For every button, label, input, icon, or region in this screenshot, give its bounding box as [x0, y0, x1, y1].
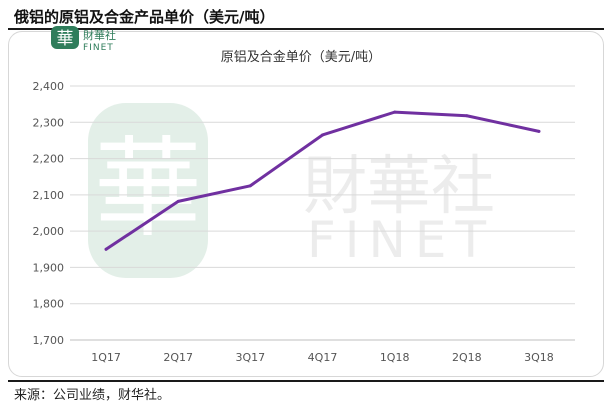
y-tick-label: 2,400 — [33, 80, 65, 93]
x-tick-label: 3Q18 — [524, 351, 554, 364]
y-tick-label: 1,900 — [33, 261, 65, 274]
data-point — [465, 114, 469, 118]
y-tick-label: 1,700 — [33, 334, 65, 347]
data-point — [104, 247, 108, 251]
page-title: 俄铝的原铝及合金产品单价（美元/吨） — [14, 8, 275, 26]
x-axis-ticks: 1Q17 2Q17 3Q17 4Q17 1Q18 2Q18 3Q18 — [91, 351, 554, 364]
x-tick-label: 2Q18 — [452, 351, 482, 364]
x-tick-label: 1Q18 — [380, 351, 410, 364]
watermark-brand-en: FINET — [307, 211, 495, 269]
finet-logo: 華 財華社 FINET — [51, 26, 116, 53]
logo-brand-en: FINET — [83, 43, 114, 53]
y-tick-label: 2,100 — [33, 189, 65, 202]
data-point — [537, 129, 541, 133]
logo-seal-char: 華 — [57, 29, 74, 49]
title-divider — [8, 28, 604, 30]
y-tick-label: 2,000 — [33, 225, 65, 238]
data-point — [393, 110, 397, 114]
data-point — [248, 184, 252, 188]
grid-lines — [70, 85, 575, 341]
chart-title: 原铝及合金单价（美元/吨） — [221, 49, 381, 65]
data-point — [176, 199, 180, 203]
y-tick-label: 2,300 — [33, 116, 65, 129]
watermark-seal — [88, 103, 208, 278]
watermark-brand-cn: 財華社 — [303, 150, 495, 224]
x-tick-label: 4Q17 — [308, 351, 338, 364]
data-point — [321, 133, 324, 137]
y-tick-label: 1,800 — [33, 298, 65, 311]
y-tick-label: 2,200 — [33, 153, 65, 166]
y-axis-ticks: 1,700 1,800 1,900 2,000 2,100 2,200 2,300 2,400 — [33, 80, 65, 347]
series-layer — [104, 110, 541, 251]
logo-seal — [51, 26, 79, 49]
x-tick-label: 3Q17 — [236, 351, 266, 364]
x-tick-label: 1Q17 — [91, 351, 121, 364]
watermark: 華 財華社 FINET — [88, 103, 495, 278]
watermark-seal-char: 華 — [94, 127, 202, 252]
x-tick-label: 2Q17 — [163, 351, 193, 364]
source-divider — [8, 380, 604, 382]
source-note: 来源：公司业绩，财华社。 — [14, 388, 171, 403]
logo-brand-cn: 財華社 — [83, 28, 116, 42]
